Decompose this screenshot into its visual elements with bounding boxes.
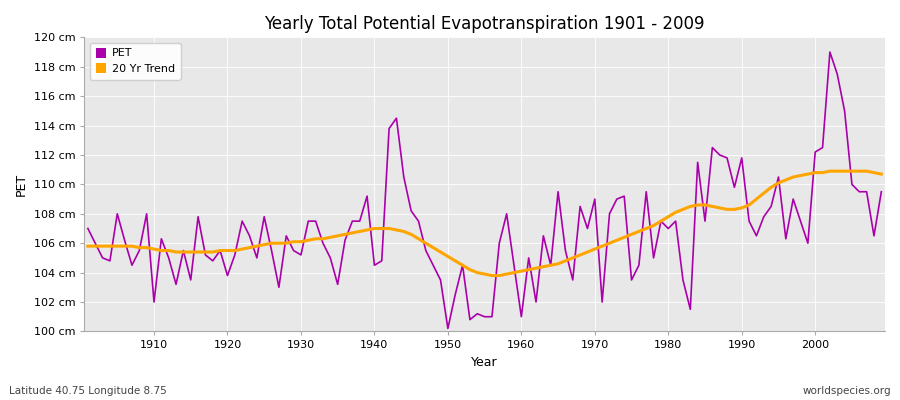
Y-axis label: PET: PET [15,173,28,196]
PET [523,256,534,260]
PET [83,226,94,231]
Title: Yearly Total Potential Evapotranspiration 1901 - 2009: Yearly Total Potential Evapotranspiratio… [265,15,705,33]
20 Yr Trend [141,245,152,250]
20 Yr Trend [523,267,534,272]
20 Yr Trend [824,169,835,174]
Line: PET: PET [88,52,881,328]
Line: 20 Yr Trend: 20 Yr Trend [88,171,881,276]
PET [303,219,314,224]
PET [876,189,886,194]
Text: Latitude 40.75 Longitude 8.75: Latitude 40.75 Longitude 8.75 [9,386,166,396]
20 Yr Trend [487,273,498,278]
20 Yr Trend [83,244,94,248]
PET [347,219,358,224]
PET [611,197,622,202]
20 Yr Trend [611,238,622,243]
20 Yr Trend [516,269,526,274]
X-axis label: Year: Year [472,356,498,369]
PET [141,211,152,216]
PET [516,314,526,319]
20 Yr Trend [303,238,314,243]
20 Yr Trend [347,230,358,235]
Legend: PET, 20 Yr Trend: PET, 20 Yr Trend [90,43,181,80]
Text: worldspecies.org: worldspecies.org [803,386,891,396]
PET [824,50,835,54]
PET [443,326,454,331]
20 Yr Trend [876,172,886,176]
